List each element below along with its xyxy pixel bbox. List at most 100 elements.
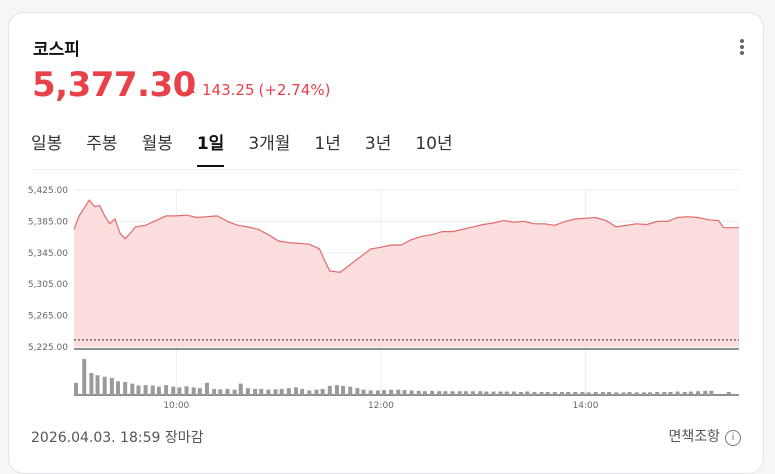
volume-bar [450,391,455,395]
y-tick-label: 5,265.00 [28,312,68,322]
volume-bar [614,392,619,395]
tab-10years[interactable]: 10년 [415,134,453,154]
tab-weekly[interactable]: 주봉 [86,134,118,154]
volume-bar [334,385,339,395]
volume-bar [573,391,578,395]
volume-bar [532,391,537,395]
volume-bar [443,391,448,395]
volume-bar [703,390,708,395]
volume-bar [402,390,407,395]
volume-bar [82,358,87,395]
price-area [74,200,739,347]
volume-bar [696,391,701,395]
volume-bar [726,391,731,395]
volume-bar [171,386,176,395]
period-tabs: 일봉 주봉 월봉 1일 3개월 1년 3년 10년 [31,125,477,171]
volume-bar [662,391,667,395]
tab-1day[interactable]: 1일 [196,125,225,167]
volume-bar [205,382,209,395]
volume-bar [675,391,680,395]
volume-bar [361,389,366,395]
volume-bar [498,391,503,395]
tab-daily[interactable]: 일봉 [31,134,63,154]
volume-bar [150,385,155,395]
volume-bar [416,390,421,395]
volume-bar [341,385,346,395]
price-line [73,199,739,274]
volume-bar [709,390,714,395]
volume-bar [74,382,79,395]
disclaimer-label: 면책조항 [668,429,720,445]
volume-bar [266,389,271,395]
volume-bar [600,391,605,395]
volume-bar [545,391,550,395]
volume-bar [641,392,646,395]
volume-bar [560,391,565,395]
volume-bar [136,385,141,395]
tab-1year[interactable]: 1년 [314,134,341,154]
y-tick-label: 5,305.00 [28,280,68,290]
y-tick-label: 5,385.00 [28,217,68,227]
volume-bar [552,391,557,395]
volume-bar [109,377,114,395]
volume-bar [232,389,237,395]
volume-bar [286,388,291,395]
volume-bar [191,387,196,395]
volume-bar [279,388,284,395]
current-price: 5,377.30 [32,65,196,105]
tabs-divider [31,169,741,170]
volume-bar [123,382,128,395]
change-percent: (+2.74%) [258,81,331,99]
tab-3months[interactable]: 3개월 [248,134,291,154]
volume-bar [539,391,544,395]
tab-3years[interactable]: 3년 [364,134,392,154]
volume-bar [682,391,687,395]
x-tick-label: 10:00 [163,401,189,411]
volume-bar [355,388,360,395]
volume-bar [457,391,462,395]
volume-bar [478,391,483,395]
info-icon[interactable]: i [725,430,741,446]
volume-bar [525,391,530,395]
volume-bar [381,390,386,395]
volume-bar [504,391,509,395]
volume-bar [422,391,427,395]
volume-bar [238,383,243,395]
volume-bar [409,390,414,395]
volume-bar [396,389,401,395]
volume-bar [320,388,325,395]
volume-bar [607,391,612,395]
volume-bar [259,388,264,395]
price-change: 143.25 (+2.74%) [185,81,330,99]
volume-bar [218,389,223,395]
tab-monthly[interactable]: 월봉 [141,134,173,154]
more-options-icon[interactable] [739,39,745,57]
index-card: 코스피 5,377.30 143.25 (+2.74%) 일봉 주봉 월봉 1일 … [8,12,764,474]
volume-bar [627,391,632,395]
intraday-chart: 5,425.00 5,385.00 5,345.00 5,305.00 5,265.00… [28,186,739,411]
volume-bar [89,372,94,395]
volume-bar [245,388,250,395]
y-tick-label: 5,345.00 [28,249,68,259]
volume-bar [273,389,278,395]
volume-bar [102,376,107,395]
volume-bar [348,386,353,395]
volume-bar [580,391,585,395]
volume-bar [212,388,217,395]
volume-bar [566,391,571,395]
x-tick-label: 14:00 [573,401,599,411]
volume-bar [225,388,230,395]
y-tick-label: 5,425.00 [28,186,68,196]
volume-bar [511,391,516,395]
volume-bar [300,388,305,395]
x-tick-label: 12:00 [368,401,394,411]
volume-bar [621,392,626,395]
market-close-datetime: 2026.04.03. 18:59 장마감 [31,430,204,446]
disclaimer-link[interactable]: 면책조항 i [668,426,741,446]
volume-bar [164,385,169,395]
volume-bar [430,390,435,395]
volume-bar [307,390,312,395]
change-value: 143.25 [202,81,255,99]
volume-bar [491,391,496,395]
volume-bar [688,391,693,395]
